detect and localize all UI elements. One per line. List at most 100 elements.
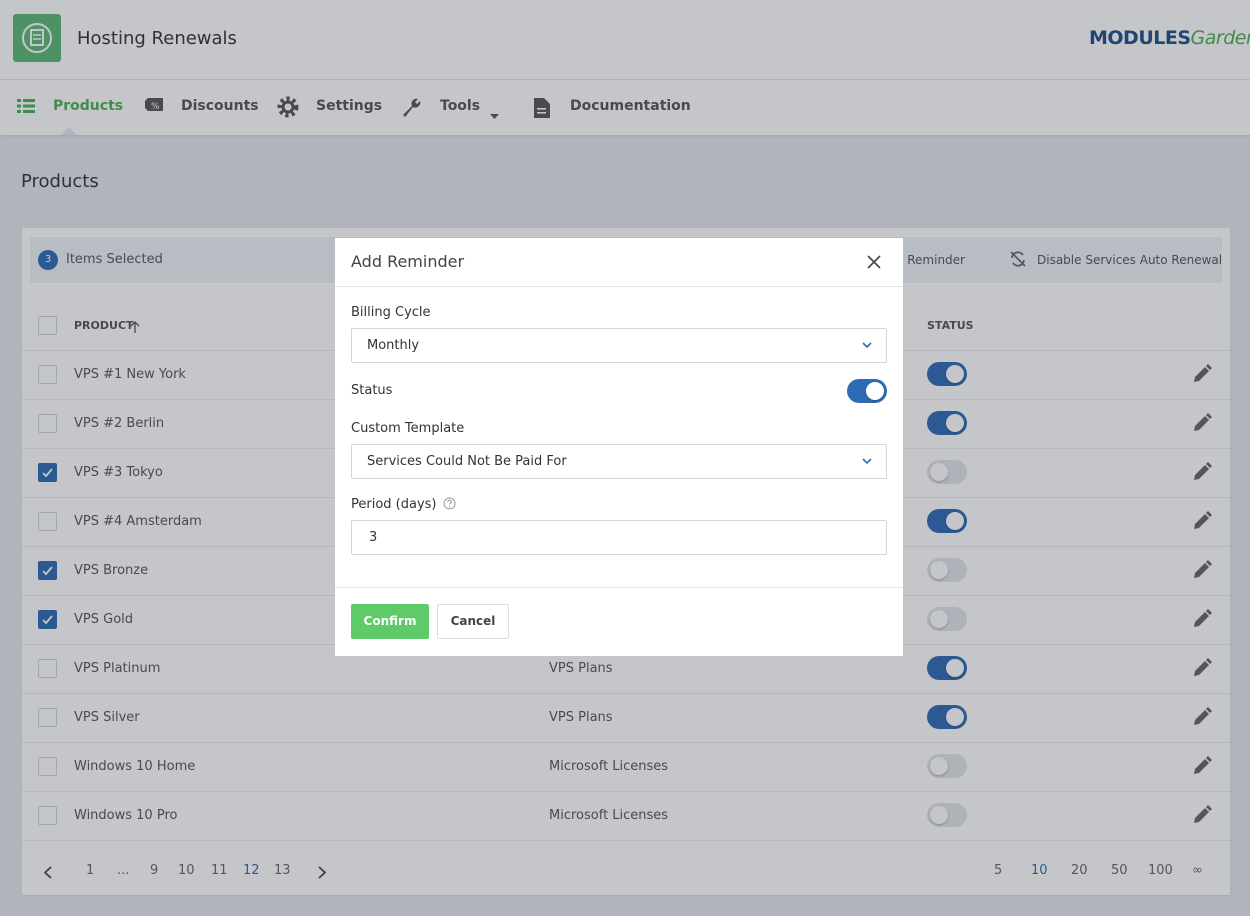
page-link[interactable]: 1 bbox=[86, 863, 95, 878]
per-page-option[interactable]: ∞ bbox=[1192, 863, 1203, 878]
checkbox[interactable] bbox=[38, 561, 57, 580]
nav-icon bbox=[534, 98, 550, 122]
field-label: Billing Cycle bbox=[351, 305, 431, 320]
page-link[interactable]: 13 bbox=[274, 863, 291, 878]
logo-secondary: Garden bbox=[1190, 27, 1250, 49]
checkbox[interactable] bbox=[38, 610, 57, 629]
product-name: VPS #3 Tokyo bbox=[74, 465, 163, 480]
per-page-option[interactable]: 10 bbox=[1031, 863, 1048, 878]
bulk-action[interactable]: Disable Services Auto Renewal bbox=[1037, 253, 1223, 267]
checkbox[interactable] bbox=[38, 806, 57, 825]
select-value: Monthly bbox=[367, 338, 420, 353]
toggle[interactable] bbox=[847, 379, 887, 403]
cancel-button[interactable]: Cancel bbox=[437, 604, 509, 639]
product-name: VPS #4 Amsterdam bbox=[74, 514, 202, 529]
page-link[interactable]: 12 bbox=[243, 863, 260, 878]
nav-item[interactable]: Tools bbox=[440, 98, 481, 114]
row-divider bbox=[22, 791, 1230, 792]
chevron bbox=[862, 342, 872, 349]
prev-page[interactable] bbox=[43, 864, 52, 883]
svg-text:%: % bbox=[151, 102, 160, 112]
checkbox[interactable] bbox=[38, 316, 57, 335]
close-button[interactable] bbox=[867, 255, 881, 269]
toggle-knob bbox=[930, 463, 948, 481]
check bbox=[42, 615, 53, 625]
product-name: Windows 10 Pro bbox=[74, 808, 178, 823]
page-link[interactable]: 9 bbox=[150, 863, 159, 878]
checkbox[interactable] bbox=[38, 659, 57, 678]
column-header: STATUS bbox=[927, 319, 974, 332]
nav-icon bbox=[400, 96, 422, 122]
toggle[interactable] bbox=[927, 460, 967, 484]
sort-icon bbox=[130, 318, 140, 337]
product-group: VPS Plans bbox=[549, 661, 613, 676]
per-page-option[interactable]: 5 bbox=[994, 863, 1003, 878]
active-indicator bbox=[61, 127, 77, 135]
toggle[interactable] bbox=[927, 803, 967, 827]
toggle[interactable] bbox=[927, 509, 967, 533]
row-divider bbox=[22, 693, 1230, 694]
checkbox[interactable] bbox=[38, 708, 57, 727]
toggle[interactable] bbox=[927, 558, 967, 582]
select[interactable]: Monthly bbox=[351, 328, 887, 363]
app-title: Hosting Renewals bbox=[77, 28, 237, 49]
toggle[interactable] bbox=[927, 705, 967, 729]
select[interactable]: Services Could Not Be Paid For bbox=[351, 444, 887, 479]
logo: MODULESGarden bbox=[1089, 27, 1250, 49]
toggle[interactable] bbox=[927, 754, 967, 778]
toggle-knob bbox=[946, 708, 964, 726]
page-link[interactable]: ... bbox=[117, 863, 130, 878]
edit-button[interactable] bbox=[1192, 413, 1212, 437]
nav-item[interactable]: Products bbox=[53, 98, 124, 114]
edit-button[interactable] bbox=[1192, 658, 1212, 682]
toggle-knob bbox=[946, 659, 964, 677]
checkbox[interactable] bbox=[38, 757, 57, 776]
nav-icon bbox=[17, 98, 35, 117]
edit-button[interactable] bbox=[1192, 511, 1212, 535]
nav-item[interactable]: Discounts bbox=[181, 98, 259, 114]
confirm-button[interactable]: Confirm bbox=[351, 604, 429, 639]
per-page-option[interactable]: 100 bbox=[1148, 863, 1173, 878]
edit-button[interactable] bbox=[1192, 756, 1212, 780]
product-name: VPS Gold bbox=[74, 612, 134, 627]
check bbox=[42, 566, 53, 576]
toggle-knob bbox=[930, 561, 948, 579]
edit-button[interactable] bbox=[1192, 707, 1212, 731]
modal-title: Add Reminder bbox=[351, 252, 465, 271]
edit-button[interactable] bbox=[1192, 560, 1212, 584]
page-link[interactable]: 10 bbox=[178, 863, 195, 878]
edit-button[interactable] bbox=[1192, 805, 1212, 829]
product-name: VPS Silver bbox=[74, 710, 140, 725]
help-icon[interactable] bbox=[443, 497, 456, 510]
row-divider bbox=[22, 742, 1230, 743]
text-input[interactable]: 3 bbox=[351, 520, 887, 555]
edit-button[interactable] bbox=[1192, 364, 1212, 388]
header bbox=[0, 0, 1250, 80]
page-title: Products bbox=[21, 171, 99, 192]
toggle[interactable] bbox=[927, 607, 967, 631]
checkbox[interactable] bbox=[38, 463, 57, 482]
edit-button[interactable] bbox=[1192, 462, 1212, 486]
page-link[interactable]: 11 bbox=[211, 863, 228, 878]
toggle[interactable] bbox=[927, 362, 967, 386]
modal: Add Reminder Billing Cycle Monthly Statu… bbox=[335, 238, 903, 656]
checkbox[interactable] bbox=[38, 512, 57, 531]
nav-item[interactable]: Settings bbox=[316, 98, 383, 114]
field-label: Status bbox=[351, 383, 393, 398]
toggle[interactable] bbox=[927, 411, 967, 435]
product-name: Windows 10 Home bbox=[74, 759, 196, 774]
per-page-option[interactable]: 20 bbox=[1071, 863, 1088, 878]
field-label: Custom Template bbox=[351, 421, 465, 436]
checkbox[interactable] bbox=[38, 414, 57, 433]
nav-item[interactable]: Documentation bbox=[570, 98, 691, 114]
edit-button[interactable] bbox=[1192, 609, 1212, 633]
checkbox[interactable] bbox=[38, 365, 57, 384]
per-page-option[interactable]: 50 bbox=[1111, 863, 1128, 878]
toggle[interactable] bbox=[927, 656, 967, 680]
next-page[interactable] bbox=[318, 864, 327, 883]
column-header[interactable]: PRODUCT bbox=[74, 319, 134, 332]
divider bbox=[335, 286, 903, 287]
dropdown-caret bbox=[490, 104, 499, 123]
product-name: VPS Platinum bbox=[74, 661, 161, 676]
